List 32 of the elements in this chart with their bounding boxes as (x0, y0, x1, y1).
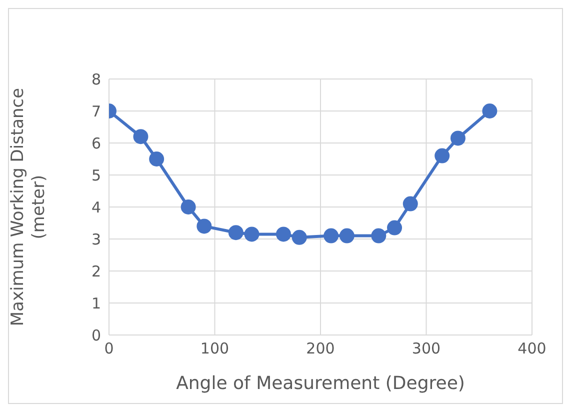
y-tick-label: 0 (91, 326, 101, 344)
point (276, 226, 291, 242)
point (180, 200, 196, 214)
y-axis-title: Maximum Working Distance (meter) (8, 88, 49, 326)
x-tick-label: 300 (412, 340, 441, 358)
point (450, 130, 466, 146)
point (482, 104, 498, 118)
point (149, 152, 164, 166)
y-tick-label: 7 (91, 102, 101, 120)
point (387, 220, 402, 236)
point (133, 129, 148, 144)
point (244, 226, 260, 242)
x-tick-label: 200 (306, 340, 335, 358)
y-tick-label: 1 (91, 294, 101, 312)
point (402, 196, 418, 212)
y-tick-label: 5 (91, 166, 101, 184)
y-tick-label: 2 (91, 262, 101, 280)
x-axis-title: Angle of Measurement (Degree) (176, 373, 465, 394)
point (292, 230, 307, 245)
y-tick-label: 3 (91, 230, 101, 248)
point (339, 228, 354, 244)
point (228, 225, 244, 240)
point (434, 148, 450, 164)
y-tick-label: 8 (91, 70, 101, 88)
point (371, 228, 386, 244)
y-tick-label: 4 (91, 198, 101, 216)
x-tick-label: 0 (104, 340, 114, 358)
y-tick-label: 6 (91, 134, 101, 152)
point (196, 218, 212, 234)
point (324, 228, 339, 244)
x-tick-label: 100 (200, 340, 230, 358)
x-tick-label: 400 (518, 340, 546, 358)
